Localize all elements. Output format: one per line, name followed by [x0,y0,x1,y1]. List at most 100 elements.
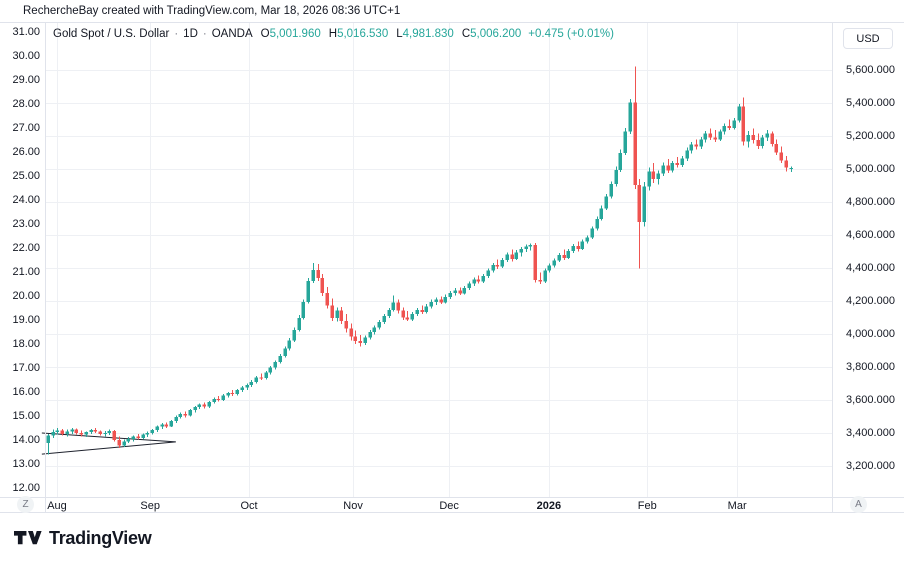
candle-body [46,435,50,443]
candle-body [595,218,599,229]
left-axis-tick: 31.00 [12,26,40,38]
symbol-legend: Gold Spot / U.S. Dollar · 1D · OANDA O5,… [53,27,614,41]
candle-body [751,135,755,141]
left-axis-tick: 16.00 [12,386,40,398]
candle-body [685,150,689,159]
candle-body [703,133,707,140]
right-axis-tick: 4,600.000 [846,229,895,241]
candle-body [533,244,537,280]
right-axis-tick: 4,800.000 [846,196,895,208]
candle-body [543,270,547,282]
left-axis-tick: 25.00 [12,170,40,182]
candle-body [164,424,168,427]
left-axis-tick: 28.00 [12,98,40,110]
candle-body [467,283,471,288]
candle-body [401,310,405,318]
time-axis-tick: Mar [727,500,747,512]
candle-body [713,137,717,140]
candle-body [230,393,234,395]
candle-body [283,348,287,356]
candle-body [647,171,651,187]
candle-body [609,184,613,197]
left-axis-tick: 12.00 [12,482,40,494]
candle-body [178,414,182,417]
candle-body [590,228,594,238]
change-value: +0.475 (+0.01%) [528,28,614,40]
low-label: L [396,28,403,40]
candle-body [741,106,745,142]
candle-body [580,241,584,250]
right-axis-tick: 3,200.000 [846,460,895,472]
left-axis-tick: 21.00 [12,266,40,278]
candle-body [107,431,111,433]
left-axis-tick: 24.00 [12,194,40,206]
candle-body [188,410,192,416]
candle-body [770,133,774,144]
candle-body [604,196,608,209]
candle-body [491,265,495,271]
right-axis-tick: 5,600.000 [846,64,895,76]
right-axis-tick: 3,800.000 [846,361,895,373]
candle-body [325,293,329,306]
candle-body [552,260,556,266]
candle-body [278,355,282,363]
candle-body [528,244,532,247]
candle-body [245,384,249,388]
close-value: 5,006.200 [470,28,522,40]
candle-body [264,372,268,379]
ohlc-open: O5,001.960 [261,27,321,41]
candle-body [74,429,78,433]
ohlc-high: H5,016.530 [329,27,388,41]
right-axis-tick: 4,000.000 [846,328,895,340]
candle-body [633,102,637,186]
candle-body [377,322,381,328]
candle-body [353,336,357,341]
left-axis-tick: 23.00 [12,218,40,230]
symbol-title[interactable]: Gold Spot / U.S. Dollar [53,28,170,40]
trendline-drawing[interactable] [41,432,176,443]
left-axis-tick: 22.00 [12,242,40,254]
candle-body [651,171,655,180]
candle-body [112,431,116,440]
ohlc-low: L4,981.830 [396,27,454,41]
candle-body [70,429,74,432]
candle-body [320,278,324,294]
candle-body [424,306,428,313]
attribution-text: RechercheBay created with TradingView.co… [23,5,401,17]
right-axis-tick: 4,400.000 [846,262,895,274]
candle-body [462,287,466,294]
right-axis-tick: 3,600.000 [846,394,895,406]
candle-body [235,390,239,395]
timezone-badge-z[interactable]: Z [17,496,34,513]
open-value: 5,001.960 [269,28,321,40]
candle-body [566,251,570,258]
candle-body [538,279,542,282]
candle-body [571,246,575,252]
trendline-drawing[interactable] [41,441,176,455]
candle-body [732,120,736,128]
candle-body [505,254,509,261]
autoscale-badge-a[interactable]: A [850,496,867,513]
candle-body [363,337,367,344]
right-axis-tick: 5,200.000 [846,130,895,142]
currency-toggle-button[interactable]: USD [843,28,893,49]
candle-body [301,301,305,318]
candle-body [297,317,301,330]
candle-body [212,399,216,402]
candle-body [268,367,272,373]
candle-body [84,432,88,435]
candle-body [387,310,391,317]
candle-body [226,393,230,396]
tradingview-footer[interactable]: TradingView [14,527,152,549]
candle-body [737,106,741,121]
candle-body [117,439,121,446]
candle-body [434,299,438,302]
time-axis-tick: Feb [637,500,657,512]
candle-body [642,186,646,223]
candle-body [562,254,566,258]
candle-body [273,362,277,368]
left-axis-tick: 18.00 [12,338,40,350]
left-axis-tick: 20.00 [12,290,40,302]
candle-body [448,293,452,297]
